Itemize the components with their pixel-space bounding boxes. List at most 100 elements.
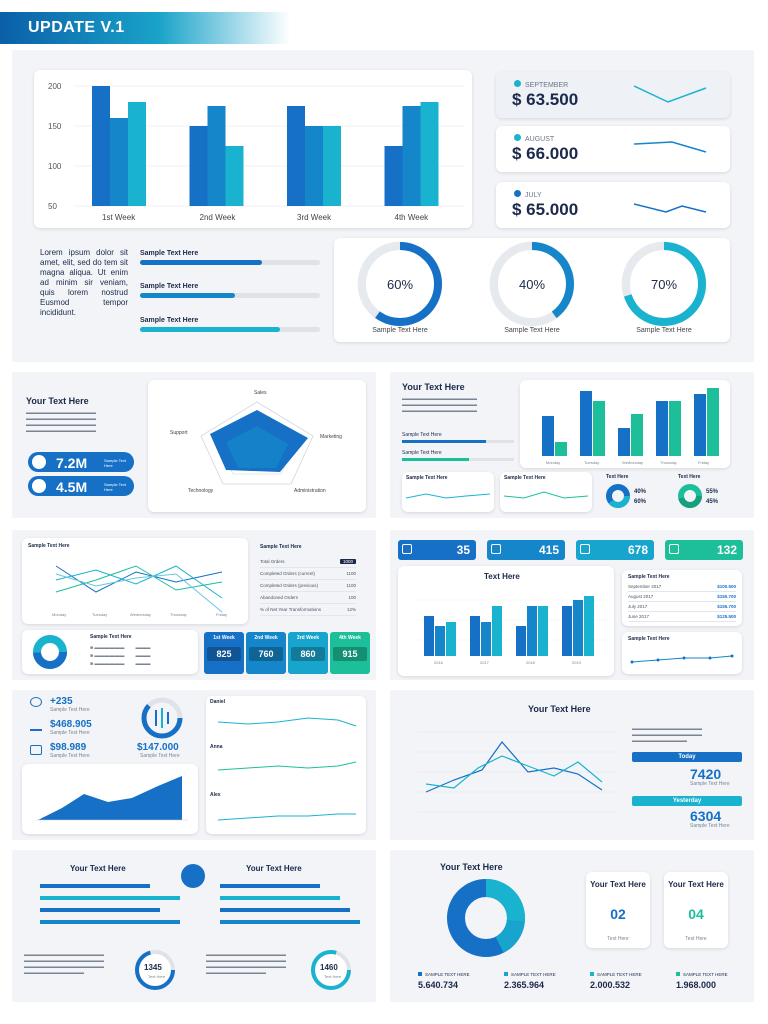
summary-card-2[interactable]: Your Text Here 04 Text Here xyxy=(664,872,728,948)
summary-stat-value: 2.000.532 xyxy=(590,980,631,990)
green-bar-chart: Monday Tuesday Wednesday Thursday Friday xyxy=(542,388,719,465)
bar[interactable] xyxy=(128,102,146,206)
grouped-bar-title: Text Here xyxy=(484,572,520,581)
donut-arc[interactable] xyxy=(358,242,442,326)
week-box[interactable]: 4th Week 915 xyxy=(330,632,370,674)
summary-donut xyxy=(447,879,525,957)
bar[interactable] xyxy=(420,102,439,206)
summary-card-value: 04 xyxy=(688,906,704,922)
mini-line-card-2: Sample Text Here xyxy=(500,472,592,512)
monthly-row: September 2017 $100.500 xyxy=(628,582,736,592)
x-tick: Monday xyxy=(546,460,560,465)
bar[interactable] xyxy=(446,622,456,656)
bar[interactable] xyxy=(707,388,719,456)
bar[interactable] xyxy=(593,401,605,456)
kpi-tile[interactable]: 132 xyxy=(665,540,743,560)
legend-swatch xyxy=(676,972,680,976)
stat-label: Sample Text Here xyxy=(50,730,90,736)
kpi-tile[interactable]: 35 xyxy=(398,540,476,560)
bar[interactable] xyxy=(481,622,491,656)
bar[interactable] xyxy=(402,106,421,206)
trend-line-icon xyxy=(633,85,707,103)
bar[interactable] xyxy=(189,126,208,206)
bar[interactable] xyxy=(538,606,548,656)
month-card-september[interactable]: SEPTEMBER $ 63.500 xyxy=(496,72,730,118)
mini-trend-title: Sample Text Here xyxy=(628,636,670,642)
bar[interactable] xyxy=(527,606,537,656)
bar[interactable] xyxy=(580,391,592,456)
mini-line-card-1: Sample Text Here xyxy=(402,472,494,512)
radar-label: Support xyxy=(170,430,188,436)
bar[interactable] xyxy=(492,606,502,656)
week-label: 1st Week xyxy=(213,635,235,641)
summary-stat-label-text: SAMPLE TEXT HERE xyxy=(683,972,728,977)
area-chart-card xyxy=(22,764,198,834)
donut-arc[interactable] xyxy=(490,242,574,326)
pie-pct: 60% xyxy=(634,499,647,505)
hbar-text-left: ▬▬▬▬▬▬▬▬▬▬▬▬▬▬▬▬ ▬▬▬▬▬▬▬▬▬▬▬▬▬▬▬▬ ▬▬▬▬▬▬▬▬… xyxy=(24,952,104,976)
bar[interactable] xyxy=(516,626,526,656)
bar[interactable] xyxy=(669,401,681,456)
stat-pill-1[interactable]: 7.2M Sample Text Here xyxy=(28,452,134,472)
monthly-list-title: Sample Text Here xyxy=(628,574,670,580)
bar[interactable] xyxy=(470,616,480,656)
area-chart xyxy=(36,776,188,821)
bar[interactable] xyxy=(92,86,110,206)
bar[interactable] xyxy=(323,126,341,206)
bar[interactable] xyxy=(435,626,445,656)
calendar-icon xyxy=(181,864,205,888)
donut-pct: 70% xyxy=(651,277,677,292)
monthly-row: August 2017 $150.700 xyxy=(628,592,736,602)
bar[interactable] xyxy=(207,106,226,206)
bar[interactable] xyxy=(631,414,643,456)
radar-label: Sales xyxy=(254,390,267,396)
bar[interactable] xyxy=(694,394,706,456)
donut-arc[interactable] xyxy=(622,242,706,326)
x-tick: 2018 xyxy=(526,660,536,665)
summary-stat-label-text: SAMPLE TEXT HERE xyxy=(597,972,642,977)
orders-donut-card: Sample Text Here ■ ▬▬▬▬▬▬ ▬▬▬ ■ ▬▬▬▬▬▬ ▬▬… xyxy=(22,630,198,674)
count-caption: Text Here xyxy=(324,974,342,979)
bar[interactable] xyxy=(225,146,244,206)
y-tick: 100 xyxy=(48,162,62,171)
banner-title: UPDATE V.1 xyxy=(28,19,125,36)
bar[interactable] xyxy=(305,126,323,206)
week-box[interactable]: 3rd Week 860 xyxy=(288,632,328,674)
x-tick: Thursday xyxy=(660,460,677,465)
bar[interactable] xyxy=(656,401,668,456)
bar[interactable] xyxy=(384,146,403,206)
hbar-title-right: Your Text Here xyxy=(246,864,302,873)
green-bar-chart-card: Monday Tuesday Wednesday Thursday Friday xyxy=(520,380,730,468)
summary-stat-label: SAMPLE TEXT HERE xyxy=(504,972,584,977)
month-card-july[interactable]: JULY $ 65.000 xyxy=(496,182,730,228)
kpi-icon xyxy=(580,544,590,554)
kpi-tile[interactable]: 415 xyxy=(487,540,565,560)
month-card-august[interactable]: AUGUST $ 66.000 xyxy=(496,126,730,172)
bar[interactable] xyxy=(584,596,594,656)
kpi-tile[interactable]: 678 xyxy=(576,540,654,560)
mini-trend-line xyxy=(630,654,734,664)
summary-card-1[interactable]: Your Text Here 02 Text Here xyxy=(586,872,650,948)
week-box[interactable]: 1st Week 825 xyxy=(204,632,244,674)
stat-pill-2[interactable]: 4.5M Sample Text Here xyxy=(28,476,134,496)
orders-list: Total Orders 1000 Completed Orders (curren… xyxy=(260,556,356,616)
month-dot xyxy=(514,190,521,197)
mini-donuts: 40% 60% 55% 45% xyxy=(606,484,719,508)
bar[interactable] xyxy=(110,118,128,206)
week-label: 4th Week xyxy=(339,635,361,641)
coins-icon xyxy=(30,745,42,755)
progress-bar xyxy=(140,293,320,298)
bar[interactable] xyxy=(573,600,583,656)
order-label: Abandoned Orders xyxy=(260,595,299,600)
kpi-value: 35 xyxy=(456,543,470,557)
week-box[interactable]: 2nd Week 760 xyxy=(246,632,286,674)
bar[interactable] xyxy=(562,606,572,656)
bar[interactable] xyxy=(287,106,305,206)
bar[interactable] xyxy=(555,442,567,456)
bar[interactable] xyxy=(424,616,434,656)
bar[interactable] xyxy=(542,416,554,456)
bar[interactable] xyxy=(618,428,630,456)
multi-line-chart: Monday Tuesday Wednesday Thursday Friday xyxy=(52,565,227,617)
week-label: 2nd Week xyxy=(254,635,278,641)
progress-bar xyxy=(140,327,320,332)
